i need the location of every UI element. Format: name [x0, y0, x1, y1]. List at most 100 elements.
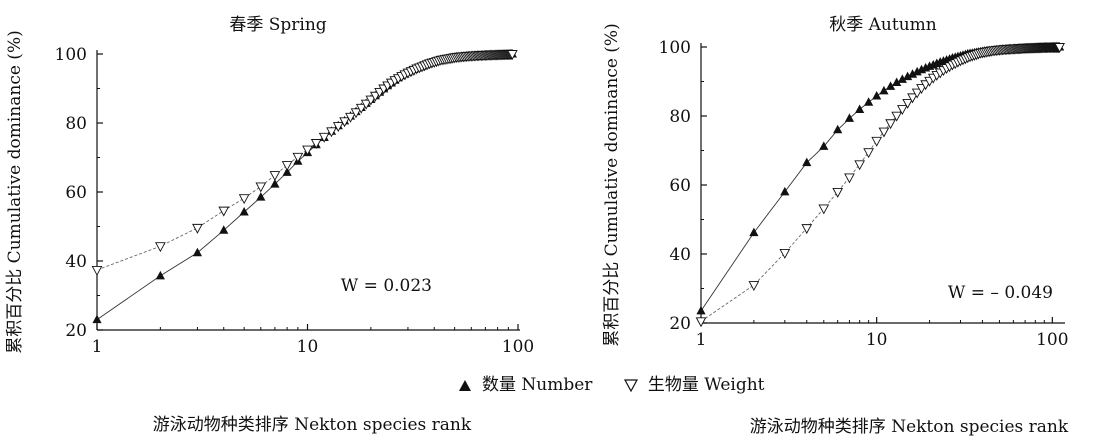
- number-point: [696, 305, 706, 315]
- number-point: [282, 167, 292, 176]
- number-point: [907, 69, 918, 78]
- weight-point: [818, 204, 830, 215]
- number-point: [219, 225, 229, 234]
- x-tick-label: 100: [1036, 330, 1068, 350]
- weight-point: [801, 224, 813, 235]
- y-axis-title: 累积百分比 Cumulative dominance (%): [5, 30, 25, 353]
- weight-point: [911, 88, 923, 99]
- y-axis-title: 累积百分比 Cumulative dominance (%): [602, 23, 622, 346]
- weight-point: [238, 194, 250, 205]
- weight-point: [365, 95, 377, 106]
- number-point: [872, 90, 882, 100]
- weight-point: [907, 93, 918, 104]
- weight-point: [326, 127, 337, 138]
- number-point: [92, 314, 102, 324]
- weight-point: [332, 122, 344, 133]
- number-point: [192, 247, 203, 257]
- weight-point: [885, 119, 896, 130]
- weight-point: [863, 148, 874, 159]
- number-point: [897, 74, 907, 83]
- y-tick-label: 60: [65, 183, 87, 203]
- chart-title: 秋季 Autumn: [829, 15, 937, 35]
- weight-point: [844, 173, 855, 184]
- weight-point: [896, 105, 908, 116]
- weight-series-line: [96, 53, 513, 271]
- autumn-panel: 20 40 60 80 100 1 10 100 秋季 Autumn 累积百分比 Cumulati…: [602, 15, 1069, 437]
- weight-point: [269, 171, 281, 182]
- weight-point: [369, 91, 381, 102]
- x-tick-label: 100: [502, 337, 534, 357]
- weight-point: [832, 187, 844, 198]
- y-tick-label: 20: [65, 321, 87, 341]
- y-tick-label: 80: [669, 107, 691, 127]
- y-tick-label: 20: [669, 314, 691, 334]
- number-point: [864, 97, 874, 106]
- x-tick-label: 10: [297, 337, 319, 357]
- weight-point: [1054, 43, 1065, 53]
- y-tick-label: 80: [65, 114, 87, 134]
- weight-point: [355, 103, 367, 114]
- y-tick-label: 60: [669, 176, 691, 196]
- weight-series-line: [700, 46, 1060, 322]
- weight-point: [255, 182, 267, 193]
- w-statistic-label: W = 0.023: [341, 276, 432, 296]
- weight-point: [878, 127, 890, 138]
- x-tick-label: 1: [92, 337, 103, 357]
- spring-panel: 20 40 60 80 100 1 10 100 春季 Spring 累积百分比 Cumulati…: [5, 15, 534, 435]
- number-point: [256, 192, 266, 201]
- number-point: [155, 270, 165, 280]
- filled-triangle-icon: [459, 380, 471, 391]
- number-point: [833, 124, 843, 134]
- legend: 数量 Number 生物量 Weight: [458, 370, 790, 395]
- weight-point: [506, 50, 518, 60]
- chart-title: 春季 Spring: [229, 15, 326, 35]
- x-axis-title: 游泳动物种类排序 Nekton species rank: [750, 417, 1069, 437]
- open-triangle-down-icon: [623, 379, 638, 393]
- weight-point: [310, 139, 322, 149]
- number-point: [855, 104, 865, 113]
- number-point: [879, 85, 889, 95]
- weight-point: [218, 206, 230, 217]
- number-point: [885, 81, 896, 90]
- weight-point: [155, 242, 166, 253]
- y-tick-label: 100: [659, 38, 691, 58]
- y-tick-label: 40: [65, 252, 87, 272]
- y-tick-label: 40: [669, 245, 691, 265]
- y-tick-label: 100: [55, 45, 87, 65]
- number-point: [749, 227, 759, 237]
- x-tick-label: 1: [696, 330, 707, 350]
- legend-label-number: 数量 Number: [482, 375, 593, 395]
- weight-point: [350, 108, 362, 119]
- weight-point: [91, 266, 103, 276]
- number-point: [239, 207, 249, 216]
- weight-point: [871, 136, 883, 147]
- x-axis-title: 游泳动物种类排序 Nekton species rank: [153, 415, 472, 435]
- weight-point: [345, 112, 356, 123]
- weight-point: [339, 117, 350, 128]
- x-tick-label: 10: [866, 330, 888, 350]
- legend-item-number: 数量 Number: [458, 370, 592, 395]
- weight-point: [192, 223, 203, 234]
- weight-point: [748, 281, 760, 291]
- number-point: [270, 179, 280, 188]
- weight-point: [891, 111, 903, 122]
- number-point: [892, 77, 902, 87]
- weight-point: [292, 152, 304, 163]
- weight-point: [360, 99, 372, 110]
- number-point: [819, 141, 829, 150]
- weight-point: [854, 160, 865, 171]
- number-point: [903, 71, 913, 81]
- weight-point: [302, 145, 313, 156]
- weight-point: [779, 249, 791, 259]
- number-series-line: [700, 46, 1060, 312]
- legend-item-weight: 生物量 Weight: [623, 370, 765, 395]
- weight-point: [902, 98, 913, 109]
- number-point: [802, 157, 812, 167]
- weight-point: [695, 317, 707, 328]
- legend-label-weight: 生物量 Weight: [647, 375, 765, 395]
- number-point: [844, 113, 855, 122]
- weight-point: [318, 132, 330, 143]
- w-statistic-label: W = – 0.049: [948, 283, 1053, 303]
- weight-point: [281, 161, 293, 172]
